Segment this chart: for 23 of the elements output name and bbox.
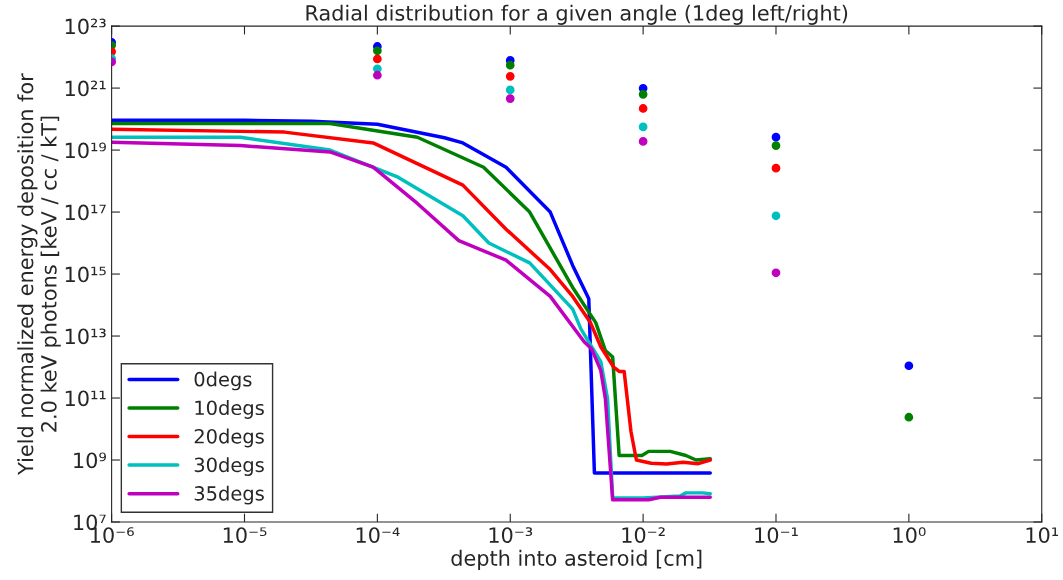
- legend-label: 20degs: [194, 428, 264, 448]
- x-tick-label: 10⁻⁵: [223, 527, 267, 543]
- x-tick-label: 10⁰: [893, 527, 926, 543]
- y-tick-label: 10¹⁷: [65, 204, 106, 221]
- legend-label: 35degs: [194, 485, 264, 505]
- x-tick-label: 10⁻⁴: [356, 527, 400, 543]
- y-tick-label: 10²³: [65, 18, 106, 35]
- x-axis-title: depth into asteroid [cm]: [451, 549, 702, 570]
- legend-label: 30degs: [194, 457, 264, 476]
- legend-label: 0degs: [194, 371, 252, 391]
- x-tick-label: 10¹: [1026, 527, 1059, 543]
- chart-title: Radial distribution for a given angle (1deg left/right): [306, 4, 848, 25]
- y-axis-title: Yield normalized energy deposition for 2.0 keV photons [keV / cc / kT]: [17, 73, 61, 475]
- y-tick-label: 10¹⁹: [65, 142, 106, 159]
- x-tick-label: 10⁻¹: [755, 527, 798, 543]
- y-tick-label: 10²¹: [65, 80, 106, 97]
- y-tick-label: 10¹¹: [65, 390, 106, 407]
- x-tick-label: 10⁻²: [622, 527, 665, 543]
- y-tick-label: 10⁹: [74, 452, 106, 469]
- y-tick-label: 10¹³: [65, 328, 106, 345]
- y-tick-label: 10¹⁵: [65, 266, 106, 283]
- legend-label: 10degs: [195, 400, 264, 419]
- x-tick-label: 10⁻³: [489, 527, 533, 543]
